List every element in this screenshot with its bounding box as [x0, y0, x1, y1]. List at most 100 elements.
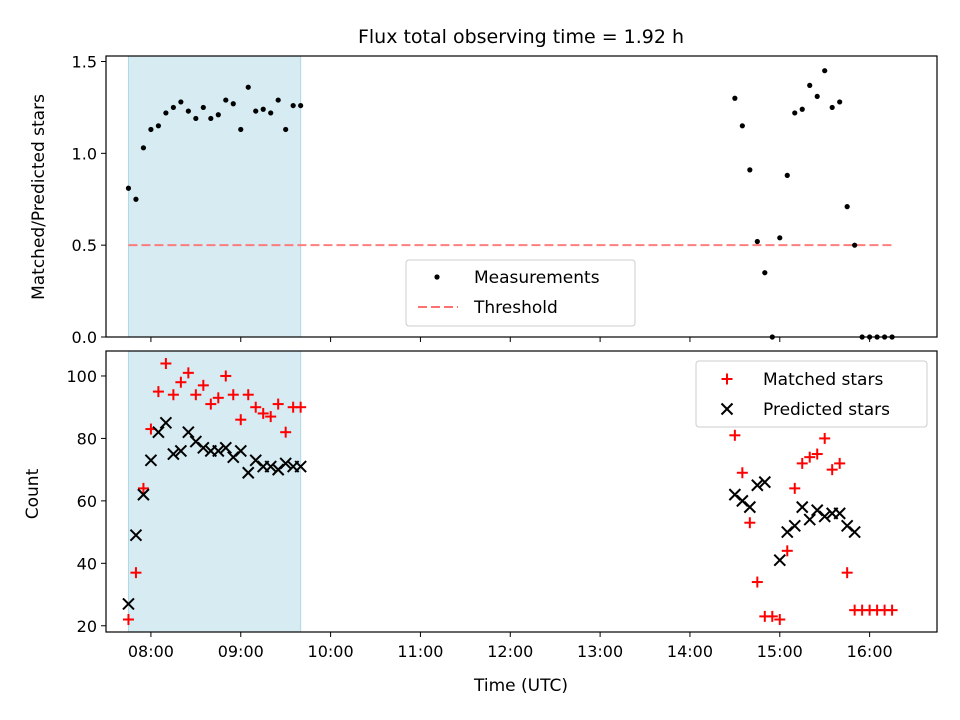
matched-star-point [137, 482, 149, 494]
bottom-panel-y-axis-label: Count [23, 468, 43, 519]
x-stroke-b [803, 513, 816, 526]
top-panel: Flux total observing time = 1.92 h 0.00.… [29, 26, 938, 347]
measurement-point [814, 93, 820, 100]
predicted-star-point [264, 460, 277, 473]
x-stroke-b [848, 525, 861, 539]
bottom-legend-box [695, 360, 928, 428]
x-stroke-b [167, 447, 180, 461]
bottom-panel-y-ticks: 20 40 60 80 100 [66, 367, 106, 636]
predicted-star-point [818, 510, 831, 523]
top-y-tick-label: 1.5 [72, 53, 97, 72]
measurement-point [230, 101, 236, 107]
legend-predicted-label: Predicted stars [763, 400, 890, 420]
matched-star-point [257, 407, 269, 419]
x-stroke-b [743, 500, 757, 514]
x-axis-label: Time (UTC) [473, 676, 568, 696]
predicted-star-point [279, 457, 292, 470]
bottom-y-tick-label: 80 [77, 429, 97, 448]
top-panel-title: Flux total observing time = 1.92 h [358, 26, 684, 48]
top-panel-x-ticks [150, 337, 871, 342]
measurement-point [193, 115, 199, 122]
predicted-star-point [174, 444, 188, 458]
x-stroke-b [137, 488, 150, 501]
x-tick-label: 09:00 [218, 642, 264, 661]
predicted-star-point [751, 479, 764, 492]
matched-star-point [190, 389, 202, 401]
matched-star-point [160, 357, 172, 369]
matched-star-point [774, 614, 786, 626]
measurement-point [837, 99, 843, 105]
measurement-point [238, 126, 244, 133]
matched-star-point [197, 379, 209, 391]
measurement-point [784, 172, 790, 178]
x-stroke-b [144, 454, 158, 467]
x-tick-label: 11:00 [397, 642, 443, 661]
predicted-star-point [294, 460, 307, 473]
measurement-point [163, 110, 169, 116]
matched-star-point [175, 376, 187, 388]
bottom-panel-x-ticks: 08:00 09:00 10:00 11:00 12:00 13:00 14:00 15:00… [128, 632, 893, 661]
x-stroke-b [197, 441, 210, 454]
top-panel-frame [105, 55, 938, 338]
matched-star-point [182, 367, 194, 379]
x-stroke-b [279, 457, 292, 470]
measurement-point [215, 112, 221, 118]
x-stroke-b [122, 597, 135, 611]
matched-star-point [781, 545, 793, 557]
predicted-star-point [242, 466, 255, 479]
x-stroke-b [811, 504, 824, 517]
x-stroke-b [189, 435, 203, 448]
measurement-point [140, 145, 147, 151]
predicted-star-point [758, 475, 772, 489]
x-tick-label: 14:00 [667, 642, 713, 661]
x-tick-label: 15:00 [757, 642, 803, 661]
x-tick-label: 16:00 [847, 642, 893, 661]
x-stroke-b [758, 475, 772, 489]
measurement-point [223, 97, 229, 103]
x-stroke-b [264, 460, 277, 473]
measurement-point [170, 104, 176, 111]
legend-threshold-label: Threshold [473, 298, 558, 318]
matched-star-point [280, 426, 292, 438]
predicted-star-point [167, 447, 180, 461]
predicted-star-point [144, 454, 158, 467]
top-y-tick-label: 0.5 [72, 236, 97, 255]
x-stroke-b [728, 488, 742, 501]
matched-star-point [242, 389, 254, 401]
measurement-point [792, 110, 798, 116]
predicted-star-point [212, 444, 225, 458]
measurement-point [245, 84, 251, 90]
measurement-point [852, 242, 858, 248]
matched-star-point [265, 411, 277, 423]
bottom-y-tick-label: 20 [77, 617, 97, 636]
matched-star-point [122, 614, 134, 626]
x-stroke-b [720, 402, 734, 416]
bottom-panel-shaded-window [127, 350, 302, 633]
matched-star-point [841, 567, 853, 579]
x-stroke-b [219, 441, 232, 454]
measurement-point [298, 102, 304, 109]
predicted-star-point [182, 425, 195, 439]
top-panel-y-axis-label: Matched/Predicted stars [29, 94, 49, 300]
matched-star-point [227, 389, 239, 401]
legend-matched-marker [721, 373, 733, 385]
matched-star-point [766, 610, 778, 622]
predicted-star-point [137, 488, 150, 501]
top-legend: Measurements Threshold [405, 259, 636, 327]
x-stroke-b [129, 529, 143, 542]
top-panel-shaded-window [127, 55, 302, 338]
predicted-star-point [197, 441, 210, 454]
matched-star-point [789, 482, 801, 494]
x-stroke-b [818, 510, 831, 523]
matched-star-point [751, 576, 763, 588]
counts-points [122, 357, 898, 626]
measurement-point [732, 95, 738, 101]
predicted-star-point [129, 529, 143, 542]
predicted-star-point [796, 500, 809, 514]
predicted-star-point [803, 513, 816, 526]
predicted-star-point [773, 553, 786, 567]
measurement-point [799, 106, 805, 112]
legend-plus-glyph [721, 373, 733, 385]
top-y-tick-label: 1.0 [72, 144, 97, 163]
